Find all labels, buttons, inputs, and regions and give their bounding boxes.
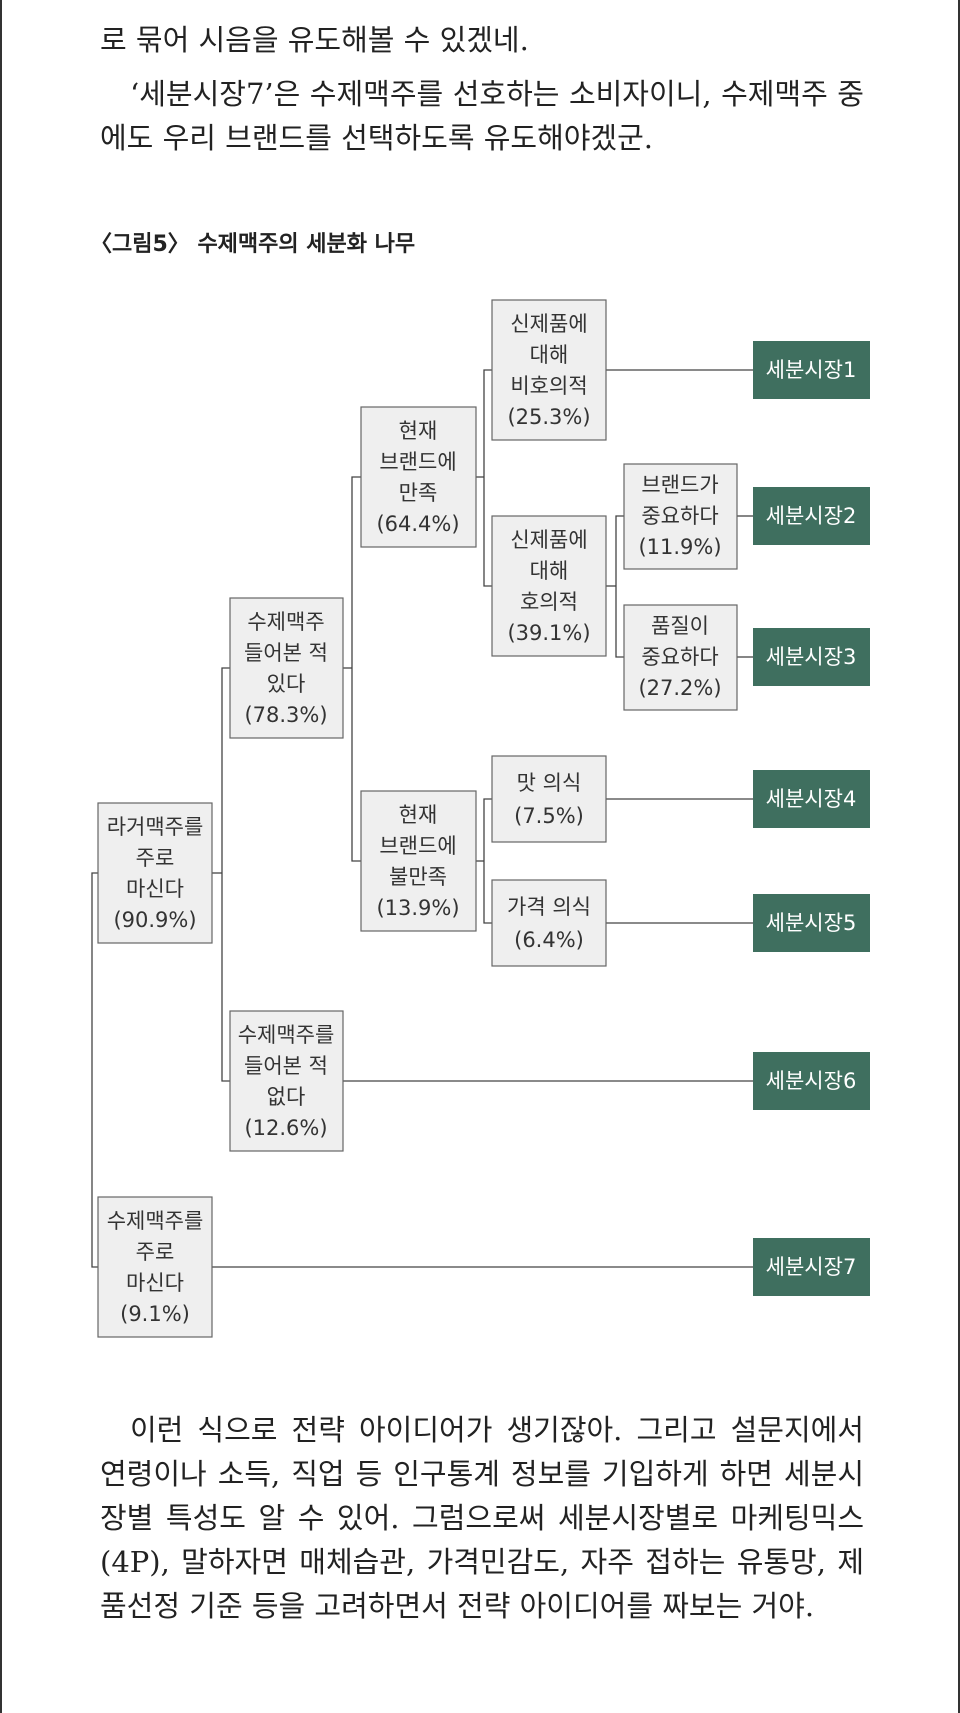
- svg-text:(39.1%): (39.1%): [507, 621, 590, 645]
- segment-1: 세분시장1: [753, 341, 870, 399]
- node-new-product-favorable: 신제품에 대해 호의적 (39.1%): [491, 515, 607, 657]
- node-brand-satisfied: 현재 브랜드에 만족 (64.4%): [360, 406, 477, 548]
- svg-text:대해: 대해: [530, 559, 569, 583]
- page-border-left: [0, 0, 2, 1713]
- node-quality-important: 품질이 중요하다 (27.2%): [623, 604, 738, 711]
- svg-text:주로: 주로: [136, 1240, 175, 1264]
- svg-text:세분시장5: 세분시장5: [766, 911, 857, 935]
- svg-text:있다: 있다: [267, 672, 306, 696]
- node-brand-dissatisfied: 현재 브랜드에 불만족 (13.9%): [360, 790, 477, 932]
- svg-text:(13.9%): (13.9%): [376, 896, 459, 920]
- svg-text:(27.2%): (27.2%): [638, 676, 721, 700]
- svg-text:호의적: 호의적: [520, 590, 578, 614]
- tree-connectors: [91, 369, 753, 1268]
- svg-text:만족: 만족: [399, 481, 438, 505]
- svg-text:가격 의식: 가격 의식: [507, 895, 591, 919]
- svg-text:브랜드에: 브랜드에: [379, 834, 456, 858]
- paragraph-1: 로 묶어 시음을 유도해볼 수 있겠네.: [100, 23, 529, 57]
- page-border-right: [958, 0, 960, 1713]
- svg-text:브랜드가: 브랜드가: [641, 473, 718, 497]
- node-price-conscious: 가격 의식 (6.4%): [491, 879, 607, 967]
- segment-5: 세분시장5: [753, 894, 870, 952]
- node-heard-craft: 수제맥주 들어본 적 있다 (78.3%): [229, 597, 344, 739]
- node-not-heard-craft: 수제맥주를 들어본 적 없다 (12.6%): [229, 1010, 344, 1152]
- svg-text:대해: 대해: [530, 343, 569, 367]
- segment-6: 세분시장6: [753, 1052, 870, 1110]
- svg-text:주로: 주로: [136, 846, 175, 870]
- svg-text:(7.5%): (7.5%): [514, 804, 584, 828]
- segment-7: 세분시장7: [753, 1238, 870, 1296]
- svg-text:마신다: 마신다: [126, 1271, 184, 1295]
- segment-2: 세분시장2: [753, 487, 870, 545]
- svg-text:수제맥주를: 수제맥주를: [107, 1209, 204, 1233]
- svg-text:(25.3%): (25.3%): [507, 405, 590, 429]
- svg-text:세분시장2: 세분시장2: [766, 504, 857, 528]
- svg-text:불만족: 불만족: [389, 865, 447, 889]
- svg-text:세분시장4: 세분시장4: [766, 787, 857, 811]
- svg-text:세분시장1: 세분시장1: [766, 358, 857, 382]
- svg-text:들어본 적: 들어본 적: [244, 641, 328, 665]
- svg-text:수제맥주를: 수제맥주를: [238, 1023, 335, 1047]
- segment-4: 세분시장4: [753, 770, 870, 828]
- svg-text:(64.4%): (64.4%): [376, 512, 459, 536]
- svg-text:없다: 없다: [267, 1085, 306, 1109]
- svg-text:브랜드에: 브랜드에: [379, 450, 456, 474]
- node-taste-conscious: 맛 의식 (7.5%): [491, 755, 607, 843]
- paragraph-2: ‘세분시장7’은 수제맥주를 선호하는 소비자이니, 수제맥주 중에도 우리 브…: [100, 77, 864, 155]
- segment-3: 세분시장3: [753, 628, 870, 686]
- paragraph-3: 이런 식으로 전략 아이디어가 생기잖아. 그리고 설문지에서 연령이나 소득,…: [100, 1413, 864, 1623]
- svg-text:신제품에: 신제품에: [510, 528, 587, 552]
- node-craft-main: 수제맥주를 주로 마신다 (9.1%): [97, 1196, 213, 1338]
- svg-text:(9.1%): (9.1%): [120, 1302, 190, 1326]
- svg-text:세분시장3: 세분시장3: [766, 645, 857, 669]
- svg-text:세분시장7: 세분시장7: [766, 1255, 857, 1279]
- svg-text:(11.9%): (11.9%): [638, 535, 721, 559]
- svg-text:(12.6%): (12.6%): [244, 1116, 327, 1140]
- svg-text:현재: 현재: [399, 803, 438, 827]
- svg-text:현재: 현재: [399, 419, 438, 443]
- node-brand-important: 브랜드가 중요하다 (11.9%): [623, 463, 738, 570]
- svg-text:중요하다: 중요하다: [641, 645, 718, 669]
- svg-text:중요하다: 중요하다: [641, 504, 718, 528]
- svg-text:신제품에: 신제품에: [510, 312, 587, 336]
- node-lager-main: 라거맥주를 주로 마신다 (90.9%): [97, 802, 213, 944]
- svg-text:들어본 적: 들어본 적: [244, 1054, 328, 1078]
- svg-text:비호의적: 비호의적: [510, 374, 587, 398]
- svg-text:품질이: 품질이: [651, 614, 709, 638]
- svg-text:마신다: 마신다: [126, 877, 184, 901]
- svg-text:(6.4%): (6.4%): [514, 928, 584, 952]
- svg-text:세분시장6: 세분시장6: [766, 1069, 857, 1093]
- svg-text:(90.9%): (90.9%): [113, 908, 196, 932]
- svg-text:맛 의식: 맛 의식: [517, 771, 582, 795]
- svg-text:(78.3%): (78.3%): [244, 703, 327, 727]
- figure-caption: 〈그림5〉 수제맥주의 세분화 나무: [90, 232, 416, 257]
- svg-text:수제맥주: 수제맥주: [247, 610, 324, 634]
- svg-text:라거맥주를: 라거맥주를: [107, 815, 204, 839]
- node-new-product-unfavorable: 신제품에 대해 비호의적 (25.3%): [491, 299, 607, 441]
